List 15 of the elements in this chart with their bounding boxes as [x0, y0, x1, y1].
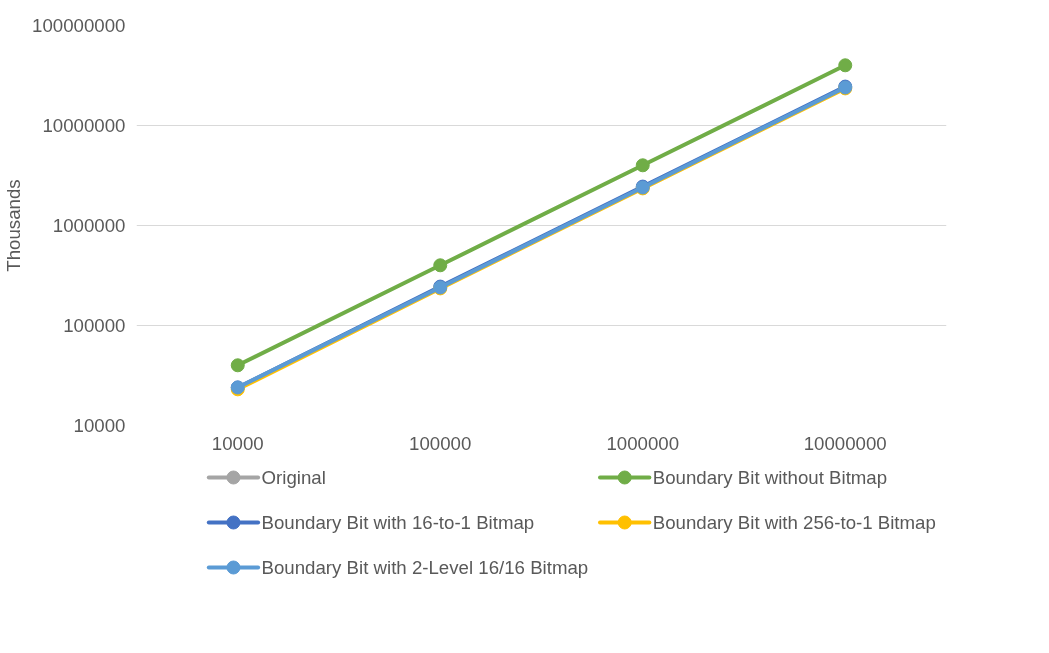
x-tick-label: 1000000: [606, 432, 680, 454]
y-tick-label: 100000000: [32, 15, 126, 36]
x-tick-label: 10000: [211, 432, 264, 454]
x-tick-label: 10000000: [803, 432, 887, 454]
y-tick-label: 10000: [73, 415, 126, 436]
legend-label: Boundary Bit without Bitmap: [652, 467, 888, 488]
x-tick-label: 100000: [409, 432, 472, 454]
legend-label: Boundary Bit with 16-to-1 Bitmap: [261, 512, 535, 533]
y-tick-label: 1000000: [52, 215, 126, 236]
y-tick-label: 100000: [63, 315, 126, 336]
y-tick-label: 10000000: [42, 115, 126, 136]
y-axis-title: Thousands: [3, 179, 25, 272]
legend-label: Boundary Bit with 2-Level 16/16 Bitmap: [261, 557, 589, 578]
legend-label: Boundary Bit with 256-to-1 Bitmap: [652, 512, 936, 533]
legend-label: Original: [261, 467, 326, 488]
